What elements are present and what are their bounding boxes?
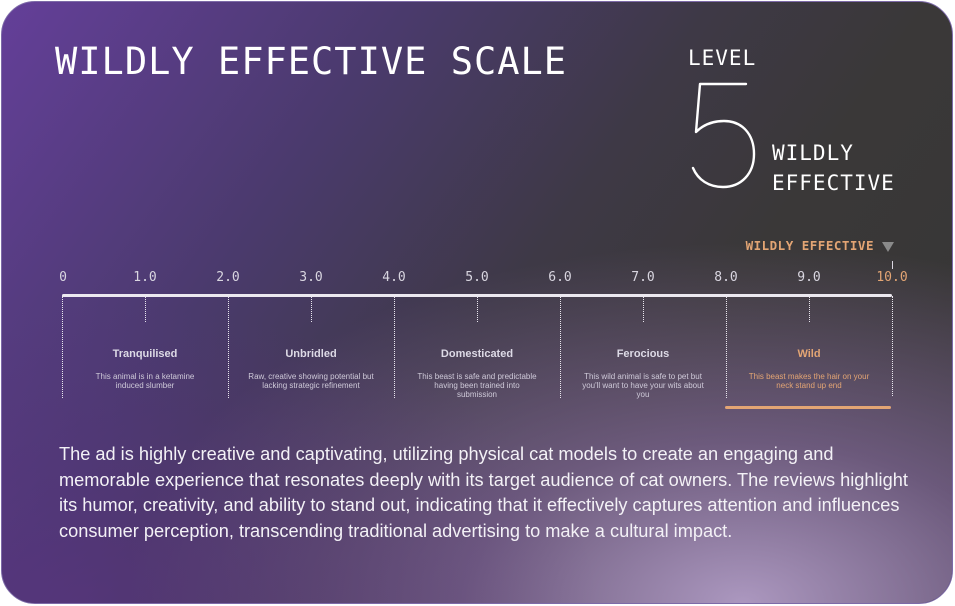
level-number-graphic xyxy=(691,82,756,189)
category-description: This animal is in a ketamine induced slu… xyxy=(95,372,195,390)
scale-tick-label: 4.0 xyxy=(382,270,406,285)
scale-tick-label: 10.0 xyxy=(876,270,908,285)
scale-tick-label: 2.0 xyxy=(216,270,240,285)
category-description: This beast is safe and predictable havin… xyxy=(417,372,537,399)
scale-tick-label: 3.0 xyxy=(299,270,323,285)
category-name: Ferocious xyxy=(616,348,670,360)
scale-tick-label: 0 xyxy=(59,270,67,285)
category-ferocious: Ferocious This wild animal is safe to pet… xyxy=(568,348,718,399)
category-name: Tranquilised xyxy=(112,348,178,360)
level-description-line2: EFFECTIVE xyxy=(772,171,895,195)
category-description: This beast makes the hair on your neck s… xyxy=(748,372,870,390)
category-description: This wild animal is safe to pet but you'… xyxy=(582,372,704,399)
category-wild: Wild This beast makes the hair on your ne… xyxy=(734,348,884,390)
scale-tick-label: 7.0 xyxy=(631,270,655,285)
marker-tick xyxy=(892,261,893,269)
scale-gridline xyxy=(643,296,644,322)
category-name: Wild xyxy=(797,348,821,360)
scale-tick-label: 6.0 xyxy=(548,270,572,285)
scale-gridline xyxy=(145,296,146,322)
level-description: WILDLY EFFECTIVE xyxy=(772,138,895,198)
scale-gridline xyxy=(62,296,63,398)
marker-label: WILDLY EFFECTIVE xyxy=(745,238,874,253)
scale-tick-label: 8.0 xyxy=(714,270,738,285)
category-unbridled: Unbridled Raw, creative showing potential… xyxy=(236,348,386,390)
scale-gridline xyxy=(394,296,395,398)
level-label: LEVEL xyxy=(688,46,757,70)
scale-line xyxy=(62,294,892,297)
category-tranquilised: Tranquilised This animal is in a ketamine… xyxy=(70,348,220,390)
triangle-down-icon xyxy=(882,241,894,252)
category-domesticated: Domesticated This beast is safe and predi… xyxy=(402,348,552,399)
scale-tick-label: 1.0 xyxy=(133,270,157,285)
page-title: WILDLY EFFECTIVE SCALE xyxy=(55,40,568,83)
scale-gridline xyxy=(228,296,229,398)
summary-text: The ad is highly creative and captivatin… xyxy=(59,444,908,541)
selected-range-bar xyxy=(725,406,891,409)
scale-gridline xyxy=(477,296,478,322)
current-level-marker: WILDLY EFFECTIVE xyxy=(746,238,894,253)
scale-tick-label: 9.0 xyxy=(797,270,821,285)
scale-gridline xyxy=(311,296,312,322)
category-name: Unbridled xyxy=(285,348,337,360)
category-name: Domesticated xyxy=(440,348,514,360)
scale-gridline xyxy=(560,296,561,398)
scale-tick-label: 5.0 xyxy=(465,270,489,285)
level-description-line1: WILDLY xyxy=(772,141,854,165)
scale-gridline xyxy=(809,296,810,322)
scale-gridline xyxy=(892,296,893,396)
category-description: Raw, creative showing potential but lack… xyxy=(248,372,374,390)
scale-gridline xyxy=(726,296,727,398)
